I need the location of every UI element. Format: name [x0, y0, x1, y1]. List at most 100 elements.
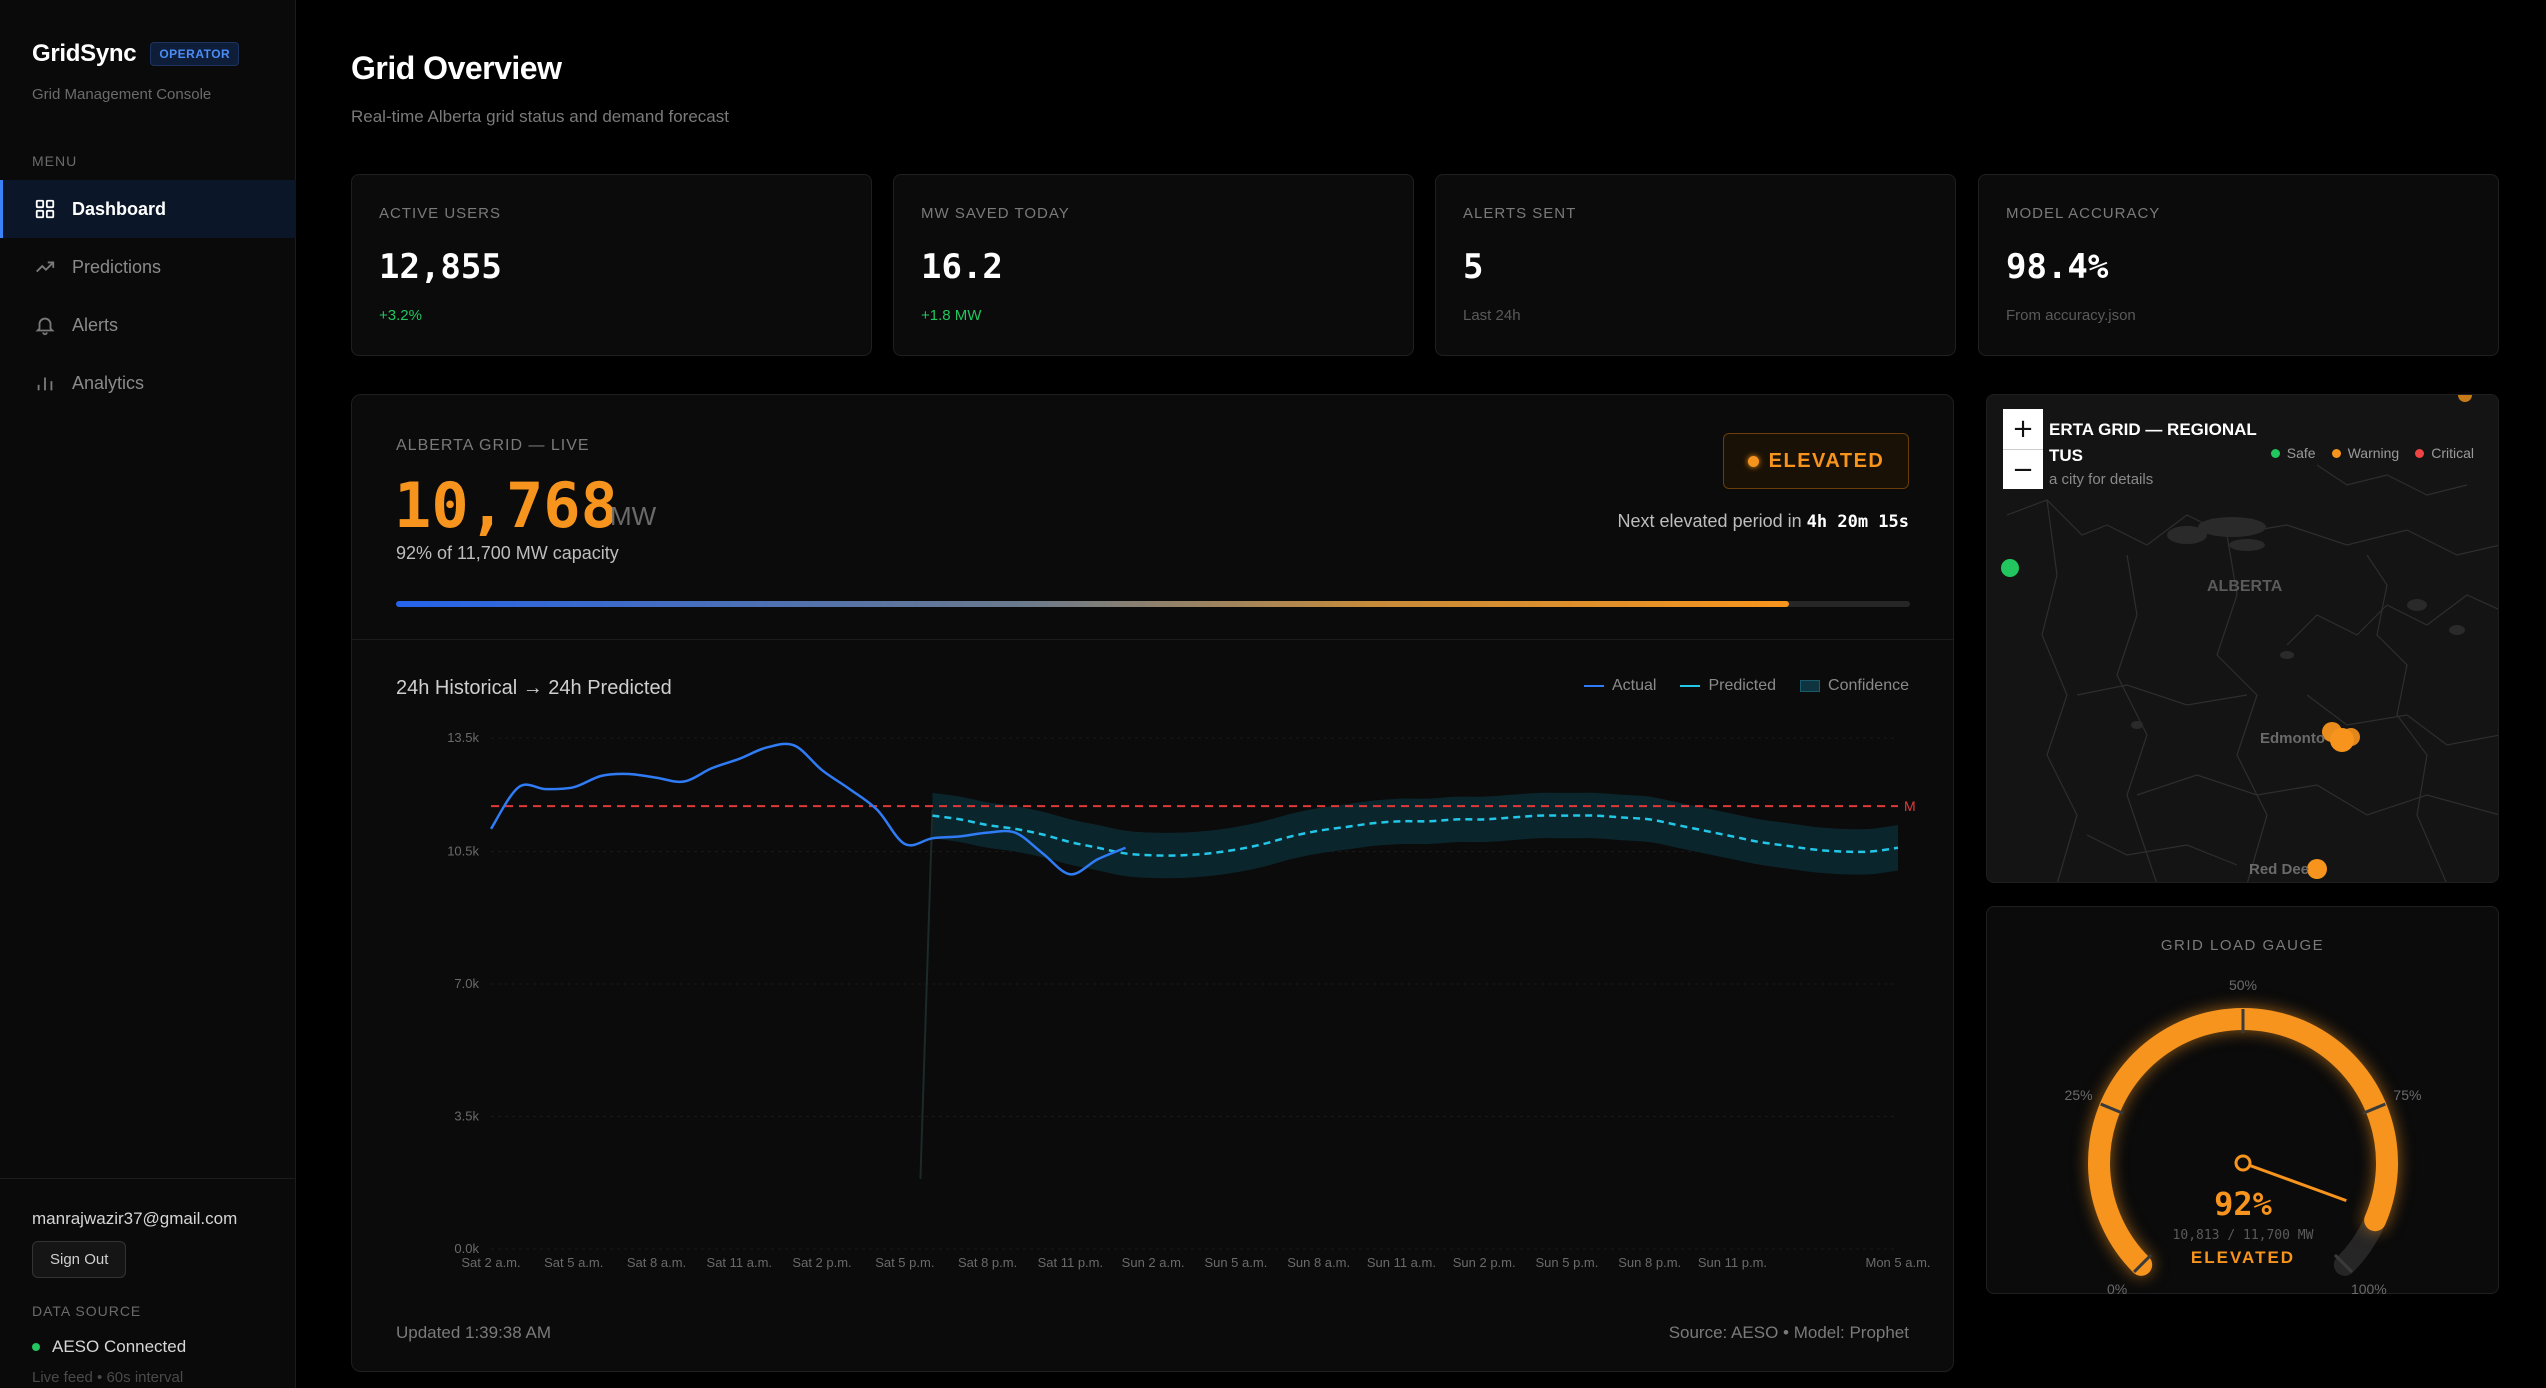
brand-subtitle: Grid Management Console — [32, 86, 212, 103]
sign-out-button[interactable]: Sign Out — [32, 1241, 127, 1278]
x-tick-label: Sat 5 a.m. — [544, 1255, 603, 1270]
map-background — [1987, 395, 2498, 882]
legend-confidence[interactable]: Confidence — [1800, 677, 1909, 695]
divider — [352, 639, 1953, 640]
gauge-tick-label: 100% — [2351, 1281, 2387, 1295]
y-tick-label: 7.0k — [454, 976, 479, 991]
sidebar-nav: Dashboard Predictions Alerts Analytics — [0, 180, 296, 412]
legend-actual[interactable]: Actual — [1583, 677, 1657, 695]
stat-card-mw-saved: MW SAVED TODAY 16.2 +1.8 MW — [893, 174, 1414, 356]
x-tick-label: Sat 2 p.m. — [792, 1255, 851, 1270]
page-title: Grid Overview — [351, 50, 562, 86]
gauge-tick-label: 0% — [2107, 1281, 2127, 1295]
x-tick-label: Sun 11 p.m. — [1698, 1255, 1767, 1270]
bar-chart-icon — [37, 377, 53, 391]
city-label-edmonton[interactable]: Edmonto — [2260, 730, 2325, 747]
legend-label: Warning — [2347, 445, 2400, 461]
threshold-label: M — [1904, 798, 1916, 814]
sidebar-item-label: Analytics — [72, 372, 145, 393]
next-elevated-period: Next elevated period in 4h 20m 15s — [1618, 511, 1910, 532]
brand: GridSync OPERATOR — [32, 40, 240, 68]
stat-card-alerts-sent: ALERTS SENT 5 Last 24h — [1435, 174, 1956, 356]
gauge-status: ELEVATED — [2191, 1248, 2295, 1267]
safe-dot-icon — [2270, 448, 2280, 458]
legend-box-icon — [1800, 680, 1821, 692]
regional-map[interactable]: ALBERTA Edmonto Red Dee ERTA GRID — REGI… — [1986, 394, 2499, 883]
grid-live-label: ALBERTA GRID — LIVE — [396, 437, 590, 454]
map-canvas[interactable]: ALBERTA — [1987, 395, 2499, 883]
warning-dot-icon — [2331, 448, 2341, 458]
sidebar-item-label: Predictions — [72, 256, 162, 277]
city-marker-safe[interactable] — [2001, 559, 2019, 577]
gauge-tick — [2333, 1253, 2353, 1273]
x-tick-label: Sun 8 a.m. — [1287, 1255, 1350, 1270]
zoom-in-button[interactable]: + — [2003, 409, 2043, 449]
legend-label: Safe — [2286, 445, 2316, 461]
now-marker — [919, 809, 934, 1180]
grid-live-panel: ALBERTA GRID — LIVE 10,768 MW 92% of 11,… — [351, 394, 1954, 1372]
data-source-status: AESO Connected — [32, 1337, 186, 1357]
stat-label: ALERTS SENT — [1463, 205, 1577, 222]
x-tick-label: Sat 11 p.m. — [1038, 1255, 1104, 1270]
gauge-title: GRID LOAD GAUGE — [2160, 937, 2325, 954]
grid-load-value: 10,768 — [394, 469, 618, 542]
grid-icon — [35, 199, 55, 219]
capacity-bar-fill — [396, 601, 1789, 607]
grid-capacity-text: 92% of 11,700 MW capacity — [396, 543, 619, 563]
critical-dot-icon — [2415, 448, 2425, 458]
city-marker-warning[interactable] — [2458, 395, 2472, 402]
legend-safe: Safe — [2270, 445, 2316, 461]
status-dot-icon — [32, 1343, 40, 1351]
status-badge-label: ELEVATED — [1768, 449, 1885, 472]
data-source-status-text: AESO Connected — [52, 1337, 187, 1356]
legend-critical: Critical — [2415, 445, 2474, 461]
stat-value: 12,855 — [379, 247, 502, 287]
legend-label: Predicted — [1708, 677, 1777, 694]
sidebar-footer: manrajwazir37@gmail.com Sign Out DATA SO… — [0, 1178, 296, 1388]
legend-label: Actual — [1611, 677, 1657, 694]
next-period-prefix: Next elevated period in — [1617, 511, 1802, 531]
page-subtitle: Real-time Alberta grid status and demand… — [351, 107, 729, 126]
stat-label: ACTIVE USERS — [379, 205, 502, 222]
sidebar-item-label: Alerts — [72, 314, 119, 335]
zoom-out-button[interactable]: − — [2003, 449, 2043, 489]
data-source-feed: Live feed • 60s interval — [32, 1369, 184, 1386]
gauge-detail: 10,813 / 11,700 MW — [2173, 1228, 2314, 1243]
stat-note: Last 24h — [1463, 307, 1521, 324]
map-boundaries — [2006, 464, 2498, 882]
x-tick-label: Sat 2 a.m. — [461, 1255, 520, 1270]
sidebar-item-analytics[interactable]: Analytics — [0, 354, 296, 412]
stat-label: MODEL ACCURACY — [2006, 205, 2161, 222]
trend-up-icon — [36, 261, 55, 273]
map-zoom-controls: + − — [2003, 409, 2043, 489]
sidebar-item-dashboard[interactable]: Dashboard — [0, 180, 296, 238]
next-period-countdown: 4h 20m 15s — [1806, 512, 1909, 532]
gauge-tick-label: 75% — [2393, 1087, 2421, 1103]
legend-predicted[interactable]: Predicted — [1680, 677, 1776, 695]
bell-icon — [35, 317, 55, 336]
y-tick-label: 10.5k — [447, 844, 479, 859]
sidebar-item-label: Dashboard — [72, 198, 167, 219]
city-label-red-deer[interactable]: Red Dee — [2249, 861, 2310, 878]
confidence-band — [932, 792, 1898, 879]
x-tick-label: Sat 11 a.m. — [707, 1255, 773, 1270]
gauge-tick — [2133, 1253, 2153, 1273]
gauge-needle — [2242, 1161, 2347, 1203]
updated-timestamp: Updated 1:39:38 AM — [396, 1323, 552, 1342]
capacity-bar — [396, 601, 1910, 607]
sidebar-item-predictions[interactable]: Predictions — [0, 238, 296, 296]
x-tick-label: Sun 8 p.m. — [1618, 1255, 1681, 1270]
stat-label: MW SAVED TODAY — [921, 205, 1070, 222]
x-tick-label: Sat 8 a.m. — [627, 1255, 686, 1270]
gauge-fill — [2088, 1008, 2398, 1276]
x-tick-label: Sun 5 a.m. — [1204, 1255, 1267, 1270]
city-marker-warning[interactable] — [2307, 859, 2327, 879]
y-tick-label: 3.5k — [454, 1109, 479, 1124]
sidebar-item-alerts[interactable]: Alerts — [0, 296, 296, 354]
gauge-tick — [2362, 1102, 2386, 1115]
x-tick-label: Sat 8 p.m. — [958, 1255, 1017, 1270]
x-tick-label: Sun 2 a.m. — [1122, 1255, 1185, 1270]
x-tick-label: Sun 2 p.m. — [1453, 1255, 1516, 1270]
city-marker-warning[interactable] — [2342, 728, 2360, 746]
